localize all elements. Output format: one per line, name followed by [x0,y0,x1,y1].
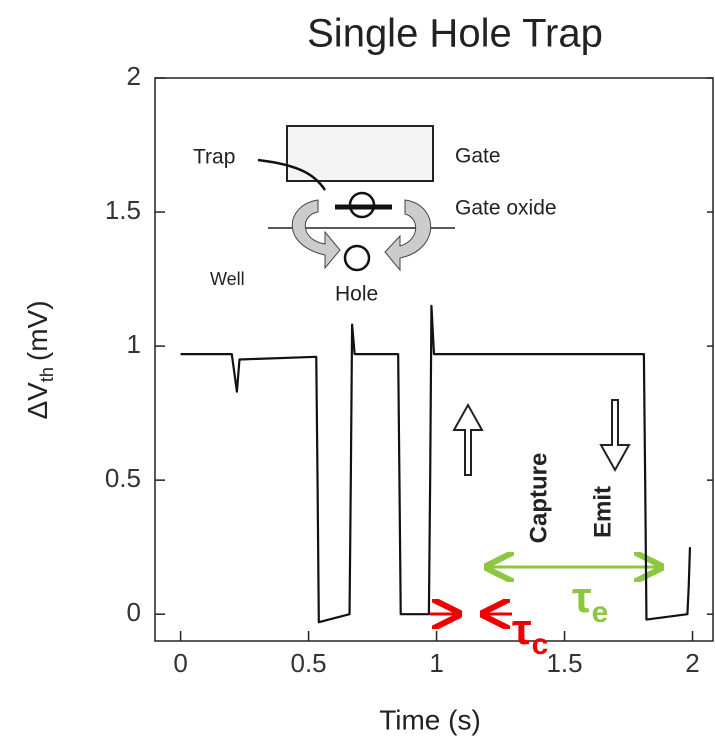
trace-line [180,304,692,624]
annotation: τe [572,573,608,629]
chart-title: Single Hole Trap [307,12,603,56]
y-tick-label: 2 [127,61,141,91]
inset-diagram: Trap Gate Gate oxide Well Hole [193,125,557,306]
y-label-unit: (mV) [22,300,53,361]
y-label-sub: th [37,367,57,382]
x-axis-label: Time (s) [379,704,481,735]
tau-sub: c [532,628,549,661]
tau-sub: e [592,596,609,629]
trap-circle [348,191,376,219]
x-tick-label: 0 [173,648,187,678]
x-tick-label: 0.5 [290,648,326,678]
y-tick-label: 0 [127,597,141,627]
y-tick-label: 1 [127,329,141,359]
gate-box [286,125,434,182]
inset-label: Well [210,269,245,289]
up-arrow [452,402,484,476]
plot-frame [154,77,714,642]
curved-arrow [384,199,432,272]
curved-arrow [291,199,341,270]
inset-label: Gate oxide [455,197,557,220]
y-axis-label: ΔVth (mV) [22,300,56,419]
tau-symbol: τ [512,605,532,654]
x-tick-label: 1.5 [546,648,582,678]
x-tick-label: 2 [685,648,699,678]
inset-label: Hole [335,283,378,306]
hole-circle [343,244,371,272]
y-label-main: ΔV [22,382,53,420]
annotation: Emit [589,486,616,538]
annotation: τc [512,605,548,661]
y-tick-label: 1.5 [105,195,141,225]
x-tick-label: 1 [429,648,443,678]
annotation: Capture [525,453,552,544]
down-arrow [599,399,631,473]
trap-pointer [257,158,327,191]
y-tick-label: 0.5 [105,463,141,493]
inset-label: Trap [193,146,235,169]
tau-symbol: τ [572,573,592,622]
inset-label: Gate [455,145,501,168]
